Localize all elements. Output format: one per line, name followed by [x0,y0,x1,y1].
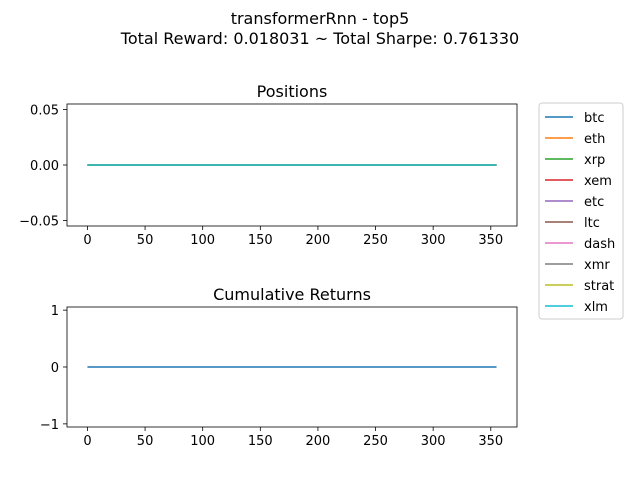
legend-label-xmr: xmr [584,258,610,273]
y-tick-label: 0.00 [30,159,59,174]
x-tick-label: 350 [478,434,503,449]
x-tick-label: 300 [421,434,446,449]
x-tick-label: 350 [478,233,503,248]
x-tick-label: 200 [306,434,331,449]
x-tick-label: 0 [83,233,91,248]
legend-frame [538,102,624,320]
figure-title-line-1: transformerRnn - top5 [230,9,410,28]
x-tick-label: 150 [248,434,273,449]
chart-title: Positions [257,82,328,101]
positions-chart: Positions 0 50 100 150 200 250 300 350 0.05 0.00 −0… [19,82,518,248]
y-tick-label: −1 [40,418,59,433]
y-tick-label: 1 [51,304,59,319]
x-tick-label: 200 [306,233,331,248]
x-tick-label: 50 [137,233,154,248]
chart-title: Cumulative Returns [213,285,371,304]
legend-label-eth: eth [584,132,605,147]
legend-label-ltc: ltc [584,216,600,231]
x-tick-label: 250 [363,434,388,449]
x-tick-label: 150 [248,233,273,248]
y-tick-label: 0.05 [30,104,59,119]
legend-label-btc: btc [584,111,605,126]
legend: btc eth xrp xem etc ltc dash xmr strat xlm [538,102,624,320]
x-tick-label: 100 [190,233,215,248]
cumulative-returns-chart: Cumulative Returns 0 50 100 150 200 250 300 350 1… [40,285,518,449]
x-tick-label: 50 [137,434,154,449]
legend-label-xem: xem [584,174,612,189]
legend-label-xlm: xlm [584,300,608,315]
legend-label-xrp: xrp [584,153,605,168]
figure-title-line-2: Total Reward: 0.018031 ~ Total Sharpe: 0… [120,29,520,48]
legend-label-strat: strat [584,279,614,294]
legend-label-dash: dash [584,237,615,252]
legend-label-etc: etc [584,195,604,210]
x-tick-label: 250 [363,233,388,248]
x-tick-label: 0 [83,434,91,449]
y-tick-label: −0.05 [19,214,59,229]
y-tick-label: 0 [51,361,59,376]
x-tick-label: 100 [190,434,215,449]
x-tick-label: 300 [421,233,446,248]
